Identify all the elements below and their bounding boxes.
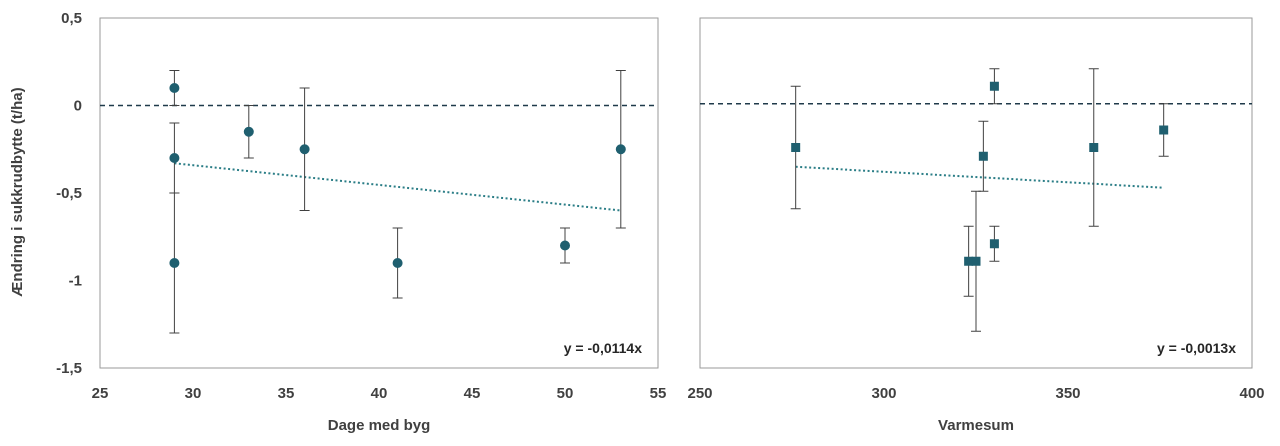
data-point (1159, 125, 1169, 135)
data-point (791, 143, 801, 152)
x-axis-title: Dage med byg (328, 417, 431, 434)
data-point (169, 153, 180, 163)
x-tick-label: 45 (464, 385, 481, 402)
x-tick-label: 55 (650, 385, 667, 402)
y-tick-label: 0,5 (61, 10, 82, 27)
data-point (989, 239, 999, 249)
y-tick-label: -1,5 (56, 360, 82, 377)
trendline (174, 162, 621, 212)
y-tick-label: -1 (69, 273, 82, 290)
y-tick-label: 0 (74, 98, 82, 115)
data-point (560, 240, 570, 251)
data-point (989, 81, 999, 91)
left-panel: 0,5 0 -0,5 -1 -1,5 25 30 35 40 45 50 55 Dage med byg… (56, 10, 666, 434)
regression-equation: y = -0,0114x (564, 340, 642, 356)
data-point (964, 256, 974, 266)
data-point (392, 258, 403, 268)
x-tick-label: 30 (185, 385, 202, 402)
data-point (299, 144, 310, 155)
x-tick-label: 250 (687, 385, 712, 402)
data-point (1089, 143, 1099, 152)
y-axis-title: Ændring i sukkrudbytte (t/ha) (9, 87, 26, 296)
data-point (615, 144, 626, 155)
x-tick-label: 50 (557, 385, 574, 402)
x-tick-label: 35 (278, 385, 295, 402)
trendline (795, 165, 1164, 189)
data-point (243, 126, 254, 137)
x-tick-label: 25 (92, 385, 109, 402)
right-panel: 250 300 350 400 Varmesum y = -0,0013x (687, 17, 1265, 434)
x-tick-label: 40 (371, 385, 388, 402)
x-axis-title: Varmesum (938, 417, 1014, 434)
plot-frame (99, 17, 659, 369)
x-tick-label: 400 (1239, 385, 1264, 402)
plot-frame (699, 17, 1253, 369)
data-point (971, 256, 981, 266)
x-tick-label: 300 (871, 385, 896, 402)
data-point (978, 151, 988, 161)
data-point (169, 83, 180, 93)
data-point (169, 258, 180, 268)
regression-equation: y = -0,0013x (1157, 340, 1236, 356)
y-tick-label: -0,5 (56, 185, 82, 202)
x-tick-label: 350 (1055, 385, 1080, 402)
